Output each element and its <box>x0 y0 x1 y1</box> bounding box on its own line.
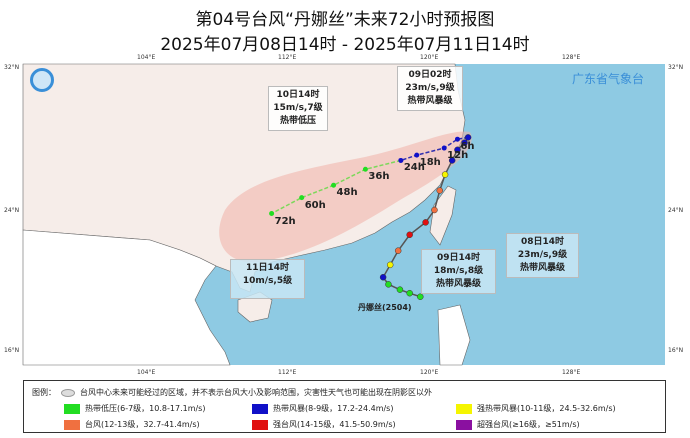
lon-tick: 112°E <box>278 369 297 376</box>
legend-item: 强热带风暴(10-11级，24.5-32.6m/s) <box>477 404 616 413</box>
observed-track-point <box>396 286 404 293</box>
forecast-hour-label: 6h <box>460 141 475 153</box>
forecast-point-12h <box>441 145 447 151</box>
forecast-hour-label: 24h <box>403 162 425 174</box>
observed-track-line <box>382 137 469 298</box>
forecast-hour-label: 36h <box>368 171 390 183</box>
observed-track-point <box>461 139 468 146</box>
lon-tick: 104°E <box>137 54 156 61</box>
forecast-hour-label: 12h <box>447 150 469 162</box>
cone-note: 台风中心未来可能经过的区域，并不表示台风大小及影响范围，灾害性天气也可能出现在阴… <box>80 388 432 397</box>
forecast-point-72h <box>269 211 275 217</box>
callout-level: 热带风暴级 <box>519 263 565 273</box>
lat-tick: 16°N <box>4 347 20 354</box>
land-other <box>22 229 231 366</box>
callout-wind: 23m/s,9级 <box>517 250 568 260</box>
lon-tick: 120°E <box>420 54 439 61</box>
callout-time: 09日02时 <box>408 70 452 80</box>
observed-track-point <box>441 171 449 178</box>
forecast-point-18h <box>414 152 420 158</box>
lat-tick: 32°N <box>668 64 684 71</box>
forecast-point-48h <box>331 182 337 188</box>
legend-item: 热带风暴(8-9级，17.2-24.4m/s) <box>273 404 394 413</box>
callout-wind: 10m/s,5级 <box>242 276 293 286</box>
observed-track-point <box>448 157 456 164</box>
callout-09d14h: 09日14时 18m/s,8级 热带风暴级 <box>421 249 496 294</box>
lat-tick: 24°N <box>668 207 684 214</box>
observed-track-point <box>394 247 402 254</box>
legend-swatch-ty <box>64 419 80 430</box>
observed-track-point <box>464 134 472 141</box>
legend-item: 台风(12-13级，32.7-41.4m/s) <box>85 420 200 429</box>
observed-track-point <box>379 274 387 281</box>
lon-tick: 120°E <box>420 369 439 376</box>
typhoon-name-label: 丹娜丝(2504) <box>358 303 412 312</box>
lat-tick: 32°N <box>4 64 20 71</box>
lon-tick: 128°E <box>562 54 581 61</box>
forecast-hour-label: 60h <box>304 199 326 211</box>
callout-level: 热带低压 <box>279 116 316 126</box>
observed-track-point <box>422 219 429 226</box>
legend-swatch-sts <box>456 403 472 414</box>
forecast-point-24h <box>398 157 404 163</box>
observed-track-point <box>406 289 413 297</box>
legend-swatch-ts <box>252 403 268 414</box>
land-philippines <box>437 304 471 366</box>
forecast-cone <box>219 131 472 263</box>
map-subtitle: 2025年07月08日14时 - 2025年07月11日14时 <box>160 35 530 55</box>
observed-track-point <box>406 231 413 239</box>
callout-wind: 18m/s,8级 <box>433 266 484 276</box>
legend-item: 强台风(14-15级，41.5-50.9m/s) <box>273 420 396 429</box>
callout-09d02h: 09日02时 23m/s,9级 热带风暴级 <box>397 66 463 111</box>
callout-level: 热带风暴级 <box>407 96 453 106</box>
callout-10d14h: 10日14时 15m/s,7级 热带低压 <box>268 86 328 131</box>
observed-track-point <box>417 293 424 300</box>
brand-label: 广东省气象台 <box>572 72 645 86</box>
callout-08d14h: 08日14时 23m/s,9级 热带风暴级 <box>506 233 579 278</box>
observed-track-point <box>385 281 392 288</box>
observed-track-point <box>431 206 438 214</box>
legend-item: 超强台风(≥16级，≥51m/s) <box>477 420 580 429</box>
forecast-point-60h <box>299 195 305 201</box>
legend-swatch-td <box>64 403 80 414</box>
lat-tick: 16°N <box>668 347 684 354</box>
legend-item: 热带低压(6-7级，10.8-17.1m/s) <box>85 404 206 413</box>
lon-tick: 104°E <box>137 369 156 376</box>
lat-tick: 24°N <box>4 207 20 214</box>
callout-wind: 15m/s,7级 <box>273 103 323 113</box>
callout-time: 08日14时 <box>520 237 565 247</box>
map-title: 第04号台风“丹娜丝”未来72小时预报图 <box>195 10 495 30</box>
forecast-hour-label: 72h <box>274 215 296 227</box>
legend-swatch-sty <box>252 419 268 430</box>
callout-time: 11日14时 <box>245 263 290 273</box>
callout-time: 10日14时 <box>276 90 320 100</box>
observed-track-point <box>386 261 394 269</box>
forecast-point-36h <box>362 166 368 172</box>
taiwan-island <box>429 185 457 246</box>
observed-track-point <box>454 146 461 154</box>
forecast-point-6h <box>454 136 460 142</box>
lon-tick: 112°E <box>278 54 297 61</box>
lon-tick: 128°E <box>562 369 581 376</box>
logo-icon <box>30 68 54 92</box>
forecast-hour-label: 48h <box>336 187 358 199</box>
legend-swatch-superty <box>456 419 472 430</box>
legend-title: 图例： <box>32 388 56 397</box>
callout-time: 09日14时 <box>436 253 481 263</box>
observed-track-point <box>436 187 444 194</box>
cone-legend-icon <box>61 388 75 397</box>
legend: 图例： 台风中心未来可能经过的区域，并不表示台风大小及影响范围，灾害性天气也可能… <box>23 380 666 433</box>
callout-level: 热带风暴级 <box>435 279 481 289</box>
forecast-hour-label: 18h <box>419 157 441 169</box>
callout-wind: 23m/s,9级 <box>405 83 455 93</box>
callout-11d14h: 11日14时 10m/s,5级 <box>230 259 305 299</box>
